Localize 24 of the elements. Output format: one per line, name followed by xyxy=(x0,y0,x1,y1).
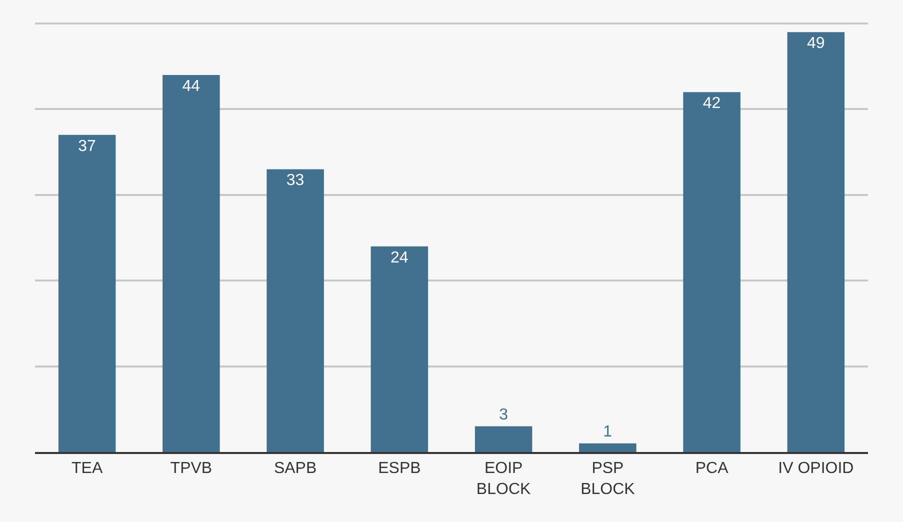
data-label: 33 xyxy=(286,172,304,190)
bar xyxy=(162,74,220,452)
x-tick-label: TPVB xyxy=(170,460,212,478)
x-tick-label: PSP BLOCK xyxy=(580,460,636,498)
bar xyxy=(58,134,116,452)
bar xyxy=(787,32,845,452)
data-label: 24 xyxy=(390,249,408,266)
bar xyxy=(579,443,636,452)
x-tick-label: IV OPIOID xyxy=(778,460,854,478)
x-tick-label: PCA xyxy=(695,460,729,478)
data-label: 49 xyxy=(806,35,825,52)
x-tick-label: SAPB xyxy=(274,460,317,478)
data-label: 1 xyxy=(603,423,612,440)
data-label: 44 xyxy=(182,78,200,95)
bar xyxy=(683,92,740,452)
data-label: 3 xyxy=(499,406,508,424)
bar xyxy=(266,169,324,452)
x-tick-label: TEA xyxy=(71,460,103,478)
bar xyxy=(474,426,532,452)
data-label: 42 xyxy=(702,95,721,112)
data-label: 37 xyxy=(78,138,96,155)
bar xyxy=(370,246,428,452)
x-tick-label: EOIP BLOCK xyxy=(476,460,532,498)
x-tick-label: ESPB xyxy=(378,460,421,478)
